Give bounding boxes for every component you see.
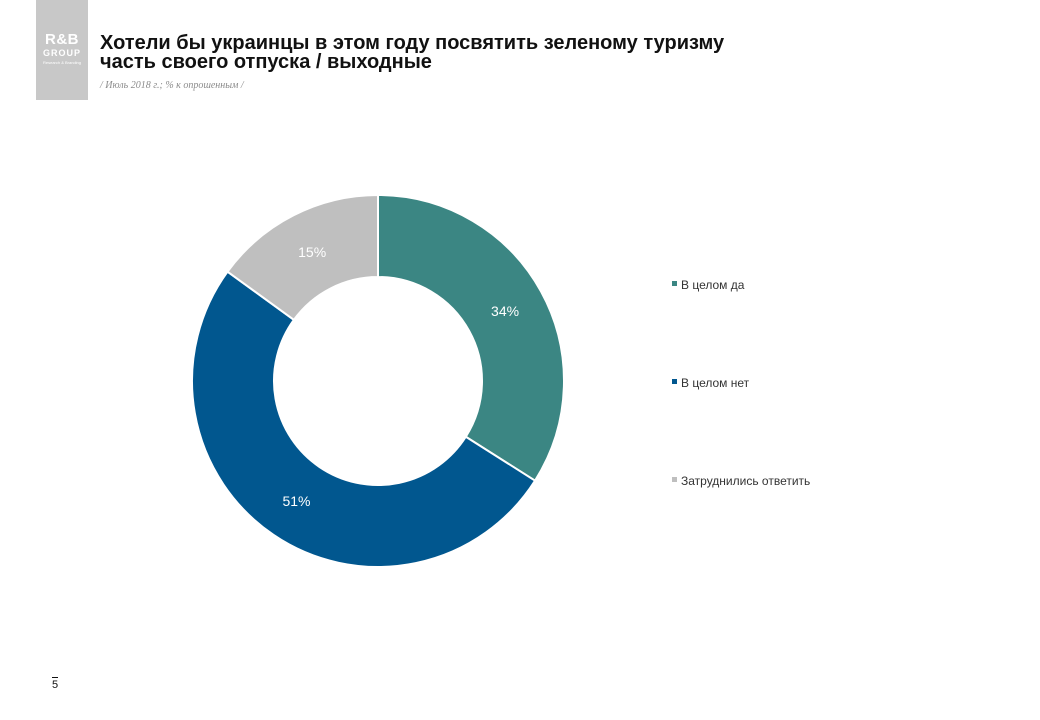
donut-slices [191, 193, 565, 568]
slice-value-label: 51% [282, 493, 310, 509]
logo-text-main: R&B [45, 31, 79, 48]
company-logo: R&B GROUP Research & Branding [36, 0, 88, 100]
slice-value-label: 15% [298, 244, 326, 260]
title-line-1: Хотели бы украинцы в этом году посвятить… [100, 32, 725, 54]
legend-label: В целом да [681, 278, 745, 292]
chart-legend: В целом да В целом нет Затруднились ответи… [672, 278, 810, 488]
logo-text-tagline: Research & Branding [42, 60, 82, 65]
legend-label: В целом нет [681, 376, 750, 390]
title-line-2: часть своего отпуска / выходные [100, 51, 432, 73]
legend-swatch [672, 281, 677, 286]
donut-slice-3 [226, 193, 379, 322]
legend-swatch [672, 379, 677, 384]
slice-value-label: 34% [491, 303, 519, 319]
donut-slice-labels: 34% 51% 15% [282, 244, 519, 509]
page-title: Хотели бы украинцы в этом году посвятить… [100, 32, 900, 73]
page-subtitle: / Июль 2018 г.; % к опрошенным / [100, 80, 244, 91]
donut-slice-1 [377, 193, 565, 483]
legend-swatch [672, 477, 677, 482]
legend-label: Затруднились ответить [681, 474, 810, 488]
page-number: 5 [52, 677, 59, 691]
donut-slice-2 [191, 270, 537, 568]
logo-text-group: GROUP [42, 48, 81, 58]
